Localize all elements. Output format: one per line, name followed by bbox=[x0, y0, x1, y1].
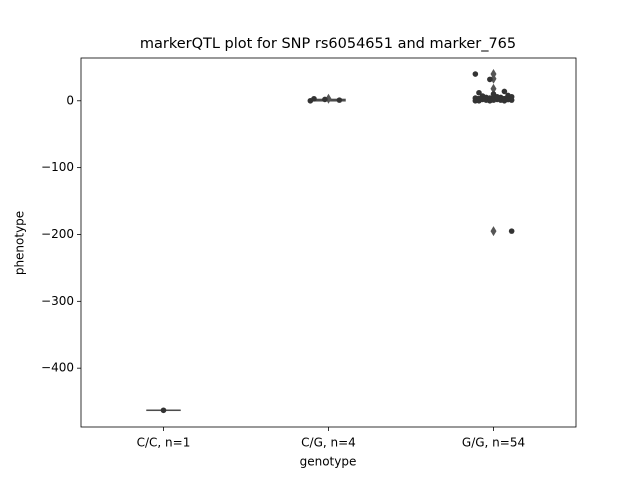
point bbox=[479, 95, 486, 102]
x-tick-label: C/C, n=1 bbox=[137, 436, 191, 450]
point bbox=[322, 96, 328, 103]
y-tick-label: 0 bbox=[66, 93, 74, 107]
chart-title: markerQTL plot for SNP rs6054651 and mar… bbox=[140, 36, 516, 52]
y-tick-label: −400 bbox=[41, 361, 74, 375]
flier bbox=[490, 226, 497, 237]
point bbox=[501, 88, 508, 95]
y-tick-label: −300 bbox=[41, 294, 74, 308]
point bbox=[472, 71, 479, 77]
point bbox=[336, 97, 343, 103]
y-tick-label: −200 bbox=[41, 227, 74, 241]
y-tick-label: −100 bbox=[41, 160, 74, 174]
flier bbox=[325, 93, 332, 104]
point bbox=[494, 94, 500, 101]
x-tick-label: C/G, n=4 bbox=[301, 436, 356, 450]
y-axis-label: phenotype bbox=[13, 211, 27, 275]
point bbox=[508, 228, 515, 234]
x-axis-label: genotype bbox=[300, 455, 357, 469]
point bbox=[160, 407, 167, 414]
plot-frame bbox=[80, 57, 577, 428]
point bbox=[487, 76, 493, 83]
flier bbox=[490, 73, 497, 84]
point bbox=[476, 89, 482, 96]
x-tick-label: G/G, n=54 bbox=[462, 436, 525, 450]
flier bbox=[490, 83, 497, 94]
point bbox=[311, 95, 317, 102]
point bbox=[505, 96, 511, 103]
